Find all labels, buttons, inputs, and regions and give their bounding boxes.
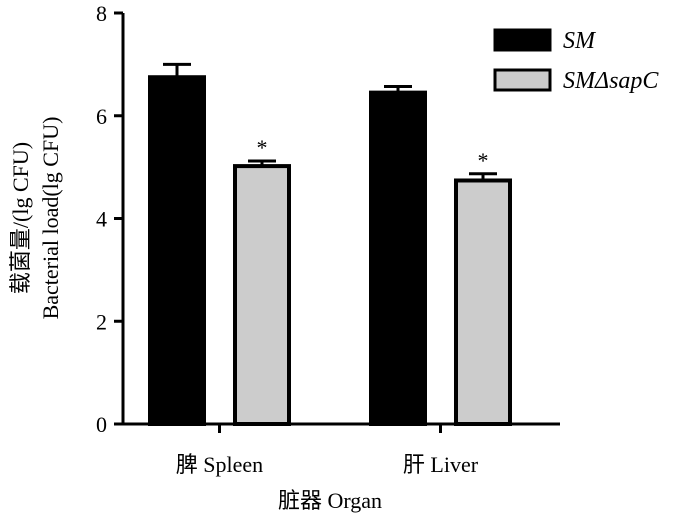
legend-swatch: [493, 68, 552, 92]
y-tick-label: 8: [96, 1, 107, 26]
bar: [148, 75, 206, 426]
x-tick-label: 脾 Spleen: [176, 452, 263, 477]
y-tick-label: 4: [96, 207, 107, 232]
legend-swatch: [493, 28, 552, 52]
y-axis-label-en: Bacterial load(lg CFU): [38, 117, 63, 320]
legend-label: SM: [563, 28, 597, 54]
plot-area: 0 2 4 6 8 * 脾 Spleen * 肝 Liver: [96, 1, 560, 477]
significance-marker: *: [257, 135, 268, 160]
bar: [233, 164, 291, 426]
y-tick-label: 6: [96, 104, 107, 129]
bar: [369, 90, 427, 426]
y-axis-label-cn: 载菌量/(lg CFU): [8, 142, 33, 294]
y-tick-label: 0: [96, 412, 107, 437]
bar: [454, 178, 512, 426]
significance-marker: *: [478, 148, 489, 173]
y-tick-label: 2: [96, 309, 107, 334]
legend-label: SMΔsapC: [563, 68, 659, 94]
legend: SM SMΔsapC: [493, 28, 659, 94]
y-axis-label: 载菌量/(lg CFU) Bacterial load(lg CFU): [8, 117, 63, 320]
x-axis-label: 脏器 Organ: [278, 488, 382, 513]
x-tick-label: 肝 Liver: [403, 452, 479, 477]
